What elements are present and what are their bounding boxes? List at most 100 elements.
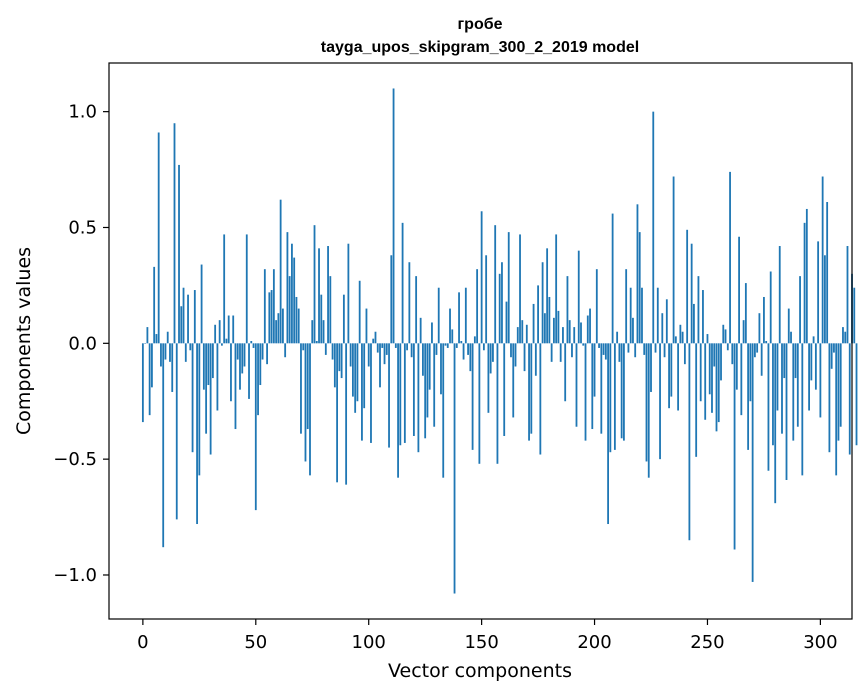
x-tick-label: 200 xyxy=(577,632,611,653)
bar-169 xyxy=(523,343,526,372)
bar-251 xyxy=(708,343,711,395)
bar-259 xyxy=(726,343,729,351)
bar-131 xyxy=(437,287,440,344)
bar-216 xyxy=(629,287,632,344)
bar-258 xyxy=(724,329,727,344)
bar-102 xyxy=(372,338,375,344)
bar-149 xyxy=(478,343,481,464)
bar-143 xyxy=(464,287,467,344)
bar-159 xyxy=(501,262,503,344)
bar-73 xyxy=(306,343,309,430)
bar-172 xyxy=(530,343,533,434)
bar-138 xyxy=(453,343,456,594)
bar-134 xyxy=(444,343,447,346)
bar-297 xyxy=(812,336,815,344)
bar-13 xyxy=(171,343,174,392)
bar-151 xyxy=(482,343,485,351)
bar-264 xyxy=(738,236,740,344)
bar-176 xyxy=(539,343,542,455)
bar-163 xyxy=(510,343,512,358)
bar-203 xyxy=(600,343,603,434)
bar-268 xyxy=(747,343,750,450)
bar-57 xyxy=(270,290,273,344)
bar-270 xyxy=(751,343,754,582)
bar-58 xyxy=(272,269,275,344)
bar-207 xyxy=(609,343,612,453)
bar-95 xyxy=(356,343,359,402)
bar-201 xyxy=(595,269,598,344)
bar-315 xyxy=(853,287,856,344)
bar-135 xyxy=(446,343,449,348)
bar-140 xyxy=(458,292,460,344)
bar-39 xyxy=(230,343,232,402)
bar-130 xyxy=(435,343,438,355)
x-axis: 0 50 100 150 200 250 300 xyxy=(137,619,838,653)
bar-249 xyxy=(704,343,707,420)
bar-190 xyxy=(571,343,573,358)
bar-153 xyxy=(487,343,490,413)
bar-261 xyxy=(731,343,734,365)
bar-255 xyxy=(717,343,720,423)
bar-25 xyxy=(198,343,201,476)
x-tick-label: 300 xyxy=(803,632,837,653)
bar-16 xyxy=(178,164,180,344)
bar-1 xyxy=(144,343,147,344)
bar-248 xyxy=(702,290,704,344)
bar-115 xyxy=(401,222,404,344)
bar-85 xyxy=(333,343,336,388)
bar-117 xyxy=(406,343,409,351)
bar-222 xyxy=(643,343,646,355)
bar-302 xyxy=(824,255,826,344)
bar-41 xyxy=(234,343,237,430)
x-tick-label: 150 xyxy=(464,632,498,653)
bar-205 xyxy=(604,343,607,360)
bar-218 xyxy=(634,343,637,358)
bar-313 xyxy=(848,343,851,455)
bar-88 xyxy=(340,343,343,379)
bar-33 xyxy=(216,343,219,411)
bar-196 xyxy=(584,343,587,441)
bar-215 xyxy=(627,343,630,353)
bar-305 xyxy=(830,343,833,369)
bar-42 xyxy=(236,343,239,360)
bar-136 xyxy=(449,308,451,344)
bar-74 xyxy=(309,343,311,476)
bar-188 xyxy=(566,276,569,344)
bar-312 xyxy=(846,246,849,344)
bar-180 xyxy=(548,296,551,344)
bar-171 xyxy=(528,343,530,441)
bar-170 xyxy=(525,324,528,344)
bar-300 xyxy=(819,343,822,418)
bar-104 xyxy=(376,343,379,353)
x-axis-label: Vector components xyxy=(388,660,572,682)
bar-80 xyxy=(322,320,325,344)
bar-158 xyxy=(498,273,501,344)
bar-202 xyxy=(598,343,600,348)
bar-69 xyxy=(297,308,300,344)
bar-181 xyxy=(550,343,553,362)
y-tick-label: −1.0 xyxy=(53,565,97,586)
bar-54 xyxy=(263,269,266,344)
bar-31 xyxy=(211,343,214,379)
bar-52 xyxy=(259,343,262,386)
y-tick-label: 0.5 xyxy=(68,217,97,238)
bar-247 xyxy=(699,343,702,402)
bar-200 xyxy=(593,343,596,397)
bar-276 xyxy=(765,341,768,344)
bar-63 xyxy=(284,343,287,358)
bar-269 xyxy=(749,343,752,402)
bar-206 xyxy=(607,343,609,525)
bar-27 xyxy=(202,343,205,390)
bar-47 xyxy=(248,343,250,399)
bar-44 xyxy=(241,343,244,374)
bar-14 xyxy=(173,123,176,344)
bar-204 xyxy=(602,343,605,355)
bar-212 xyxy=(620,343,623,439)
bar-289 xyxy=(794,343,797,379)
bar-150 xyxy=(480,211,483,344)
bar-96 xyxy=(358,280,361,344)
bar-213 xyxy=(623,343,625,441)
bar-284 xyxy=(783,343,786,379)
bar-124 xyxy=(422,343,424,376)
bar-81 xyxy=(324,343,327,355)
